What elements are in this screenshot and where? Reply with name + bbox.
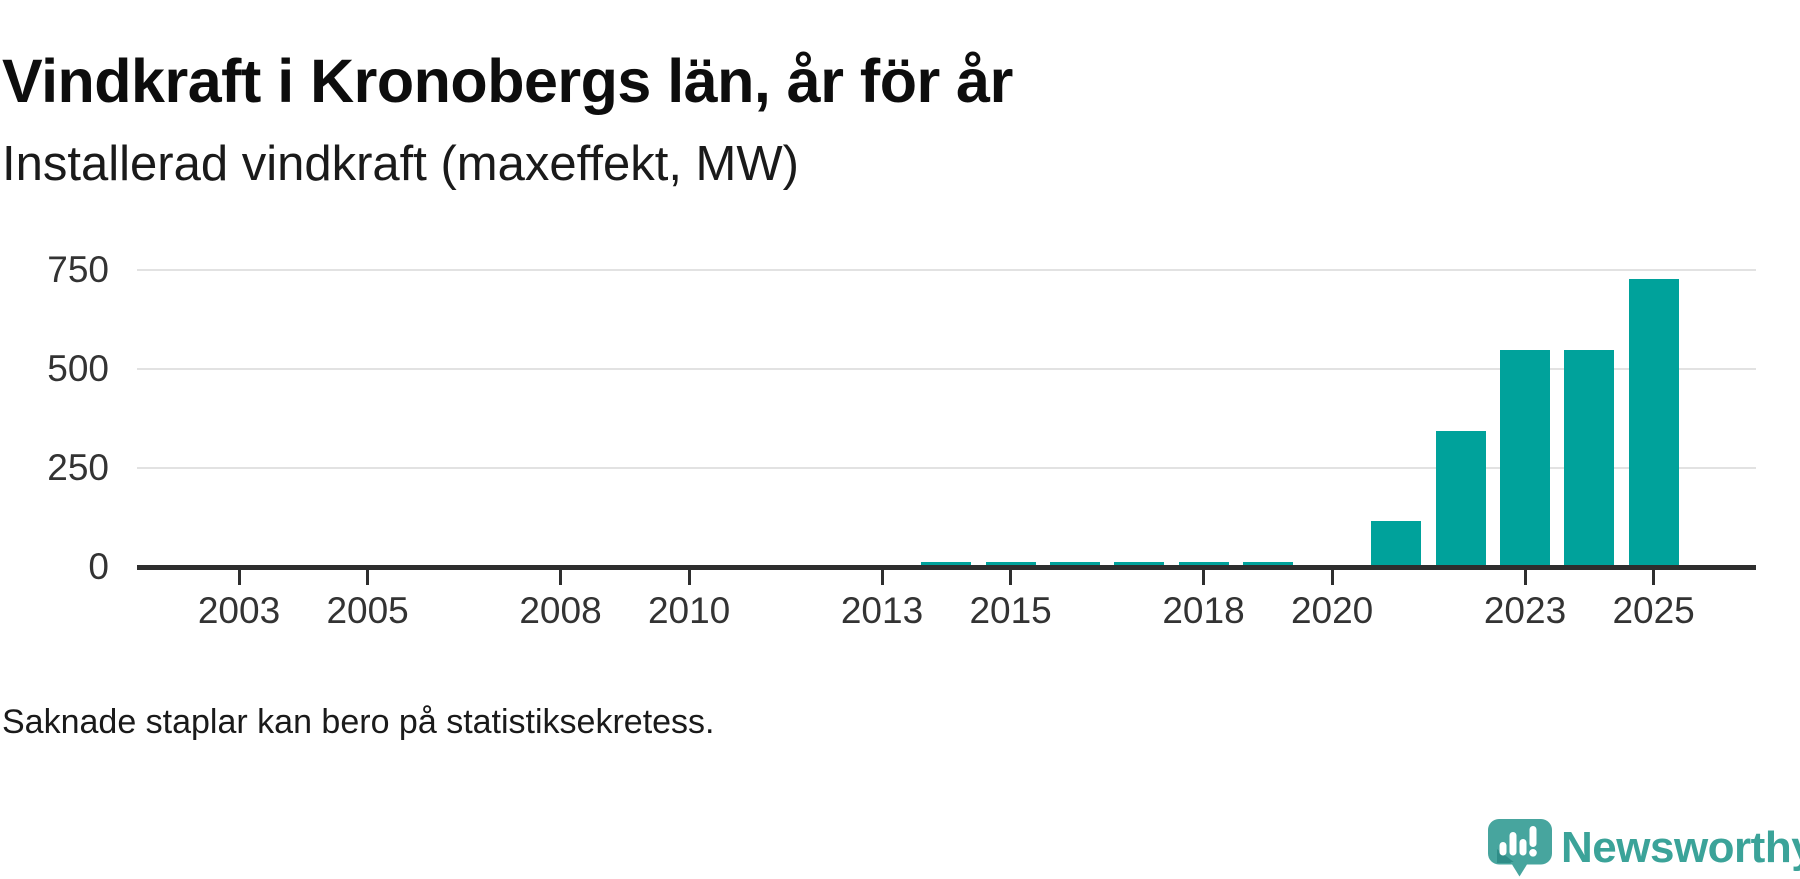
bar-2023	[1500, 350, 1550, 569]
chart-title: Vindkraft i Kronobergs län, år för år	[2, 46, 1013, 115]
x-tick-label-2025: 2025	[1612, 590, 1695, 631]
x-tick-2013	[880, 565, 884, 585]
x-tick-2010	[687, 565, 691, 585]
bar-2021	[1371, 520, 1422, 569]
bar-2024	[1564, 350, 1615, 569]
x-tick-label-2003: 2003	[197, 590, 281, 631]
x-tick-2020	[1330, 565, 1334, 585]
chart-subtitle: Installerad vindkraft (maxeffekt, MW)	[2, 137, 799, 191]
x-tick-2025	[1652, 565, 1656, 585]
y-tick-label-500: 500	[47, 347, 109, 389]
newsworthy-wordmark: Newsworthy	[1561, 823, 1800, 872]
x-tick-label-2018: 2018	[1162, 590, 1245, 631]
x-tick-label-2013: 2013	[840, 590, 924, 631]
x-tick-2005	[366, 565, 370, 585]
x-tick-label-2010: 2010	[647, 590, 731, 631]
x-tick-2003	[237, 565, 241, 585]
x-tick-label-2015: 2015	[969, 590, 1052, 631]
y-tick-label-750: 750	[47, 248, 109, 290]
newsworthy-logo: Newsworthy	[1488, 818, 1800, 878]
gridline-500	[137, 367, 1756, 370]
bar-2022	[1435, 430, 1486, 569]
x-tick-label-2023: 2023	[1483, 590, 1567, 631]
x-tick-label-2020: 2020	[1290, 590, 1374, 631]
x-tick-label-2008: 2008	[519, 590, 602, 631]
y-tick-label-250: 250	[47, 446, 109, 488]
y-tick-label-0: 0	[88, 546, 109, 587]
gridline-250	[137, 466, 1756, 469]
bar-2025	[1628, 279, 1679, 569]
speech-bubble-bar-chart-icon	[1488, 819, 1552, 877]
x-tick-2008	[559, 565, 562, 585]
x-axis-line	[137, 564, 1756, 570]
x-tick-2018	[1202, 565, 1205, 585]
x-tick-label-2005: 2005	[326, 590, 409, 631]
chart-footnote: Saknade staplar kan bero på statistiksek…	[2, 703, 715, 741]
x-tick-2023	[1523, 565, 1527, 585]
gridline-750	[137, 268, 1756, 271]
x-tick-2015	[1009, 565, 1013, 585]
